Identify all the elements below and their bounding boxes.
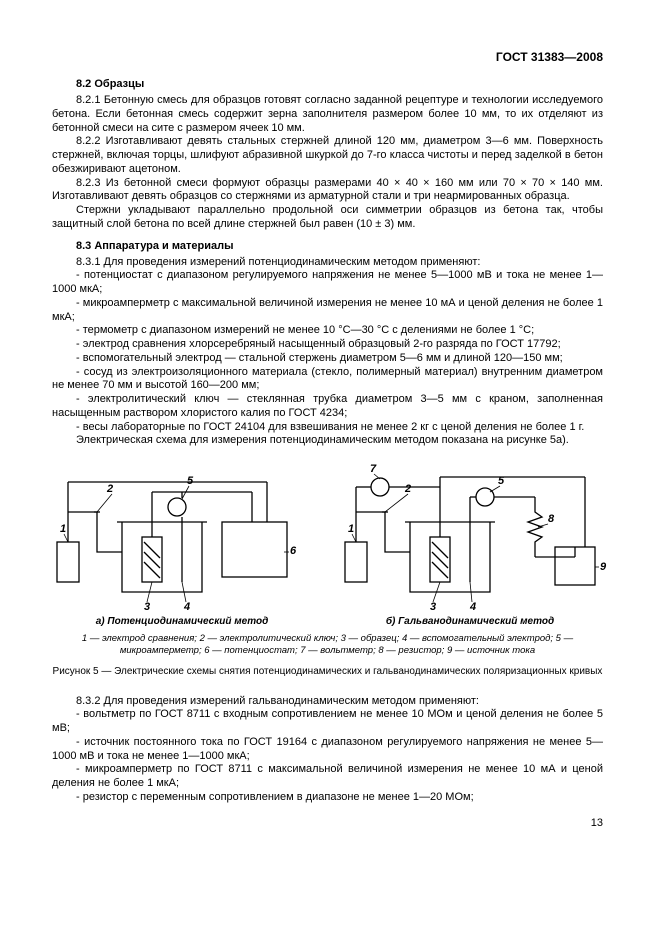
- para-8-3-1-lead: 8.3.1 Для проведения измерений потенциод…: [52, 256, 603, 270]
- diagram-b-icon: 1 2 3 4 5 7 8 9: [330, 462, 610, 612]
- figure-a: 1 2 3 4 5 6 а) Потенциодинамический: [52, 462, 312, 627]
- list-item: - сосуд из электроизоляционного материал…: [52, 366, 603, 394]
- list-item: - электролитический ключ — стеклянная тр…: [52, 393, 603, 421]
- dia-label: 9: [600, 561, 607, 573]
- dia-label: 5: [187, 475, 194, 487]
- list-item: - вспомогательный электрод — стальной ст…: [52, 352, 603, 366]
- dia-label: 7: [370, 463, 377, 475]
- para-8-3-after: Электрическая схема для измерения потенц…: [52, 434, 603, 448]
- para-8-2-1: 8.2.1 Бетонную смесь для образцов готовя…: [52, 94, 603, 135]
- figure-b: 1 2 3 4 5 7 8 9: [330, 462, 610, 627]
- figure-b-caption: б) Гальванодинамический метод: [330, 616, 610, 627]
- list-item: - термометр с диапазоном измерений не ме…: [52, 324, 603, 338]
- para-8-2-note: Стержни укладывают параллельно продольно…: [52, 204, 603, 232]
- para-8-3-2-lead: 8.3.2 Для проведения измерений гальванод…: [52, 695, 603, 709]
- page-number: 13: [52, 817, 603, 829]
- para-8-2-2: 8.2.2 Изготавливают девять стальных стер…: [52, 135, 603, 176]
- dia-label: 1: [60, 523, 66, 535]
- section-8-2-title: 8.2 Образцы: [76, 78, 603, 90]
- list-item: - весы лабораторные по ГОСТ 24104 для вз…: [52, 421, 603, 435]
- dia-label: 5: [498, 475, 505, 487]
- diagram-a-icon: 1 2 3 4 5 6: [52, 462, 312, 612]
- figure-a-caption: а) Потенциодинамический метод: [52, 616, 312, 627]
- list-item: - электрод сравнения хлорсеребряный насы…: [52, 338, 603, 352]
- list-item: - микроамперметр по ГОСТ 8711 с максимал…: [52, 763, 603, 791]
- dia-label: 3: [430, 601, 436, 612]
- document-id: ГОСТ 31383—2008: [52, 50, 603, 64]
- para-8-2-3: 8.2.3 Из бетонной смеси формуют образцы …: [52, 177, 603, 205]
- dia-label: 2: [106, 483, 113, 495]
- section-8-3-title: 8.3 Аппаратура и материалы: [76, 240, 603, 252]
- figure-legend: 1 — электрод сравнения; 2 — электролитич…: [52, 633, 603, 658]
- dia-label: 6: [290, 545, 297, 557]
- dia-label: 2: [404, 483, 411, 495]
- page: ГОСТ 31383—2008 8.2 Образцы 8.2.1 Бетонн…: [0, 0, 661, 936]
- dia-label: 4: [469, 601, 476, 612]
- figure-main-caption: Рисунок 5 — Электрические схемы снятия п…: [52, 666, 603, 677]
- dia-label: 3: [144, 601, 150, 612]
- list-item: - микроамперметр с максимальной величино…: [52, 297, 603, 325]
- list-item: - резистор с переменным сопротивлением в…: [52, 791, 603, 805]
- list-item: - вольтметр по ГОСТ 8711 с входным сопро…: [52, 708, 603, 736]
- list-item: - потенциостат с диапазоном регулируемог…: [52, 269, 603, 297]
- dia-label: 8: [548, 513, 555, 525]
- dia-label: 1: [348, 523, 354, 535]
- figure-row: 1 2 3 4 5 6 а) Потенциодинамический: [52, 462, 603, 627]
- list-item: - источник постоянного тока по ГОСТ 1916…: [52, 736, 603, 764]
- dia-label: 4: [183, 601, 190, 612]
